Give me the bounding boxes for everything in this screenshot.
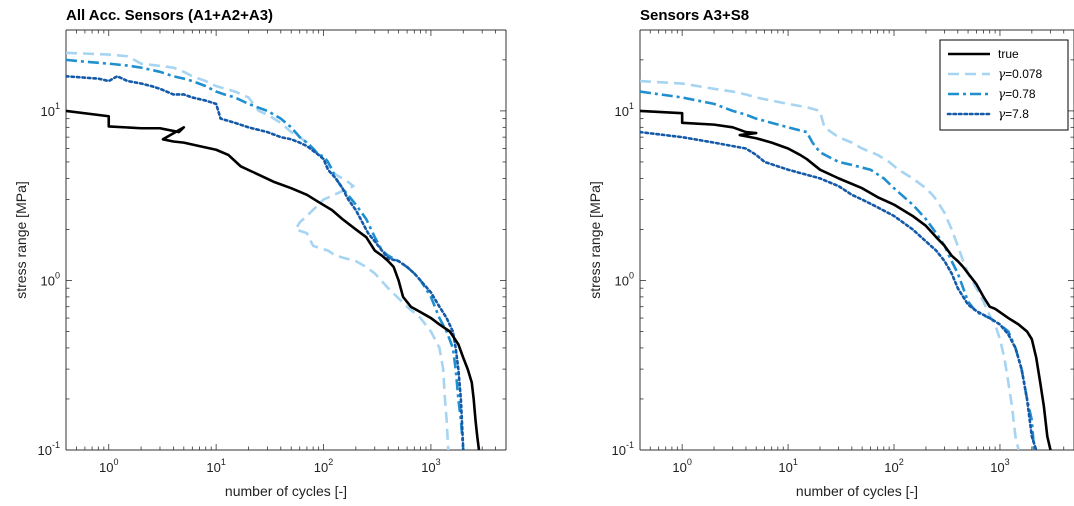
y-axis-label: stress range [MPa] [587, 181, 603, 299]
series-line-true [66, 109, 481, 450]
chart-title: Sensors A3+S8 [640, 7, 749, 24]
plot-frame [639, 29, 1074, 451]
y-tick-label: 10-1 [612, 440, 634, 458]
y-tick-label: 101 [615, 101, 634, 119]
series-lines [66, 51, 481, 450]
series-lines [640, 79, 1052, 450]
x-tick-label: 101 [206, 457, 225, 475]
x-tick-label: 103 [990, 457, 1009, 475]
plot-frame [65, 29, 507, 451]
chart-title: All Acc. Sensors (A1+A2+A3) [66, 7, 273, 24]
y-axis-label: stress range [MPa] [13, 181, 29, 299]
legend-label-g0078: γ=0.078 [998, 67, 1043, 81]
series-line-g78 [640, 130, 1038, 450]
x-tick-label: 102 [314, 457, 333, 475]
series-line-g078 [66, 58, 465, 450]
axis-ticks [65, 29, 507, 451]
chart-panel-2: Sensors A3+S8 100 101 102 103 10-1 100 101 numbe… [587, 7, 1074, 499]
legend-label-true: true [998, 47, 1019, 61]
x-axis-label: number of cycles [-] [225, 483, 347, 499]
legend-label-g78: γ=7.8 [998, 107, 1029, 121]
y-tick-label: 100 [615, 270, 634, 288]
series-line-true [640, 109, 1052, 450]
series-line-g78 [66, 74, 465, 450]
y-tick-label: 100 [41, 270, 60, 288]
axis-ticks [639, 29, 1074, 451]
legend: true γ=0.078 γ=0.78 γ=7.8 [939, 39, 1069, 131]
chart-panel-1: All Acc. Sensors (A1+A2+A3) 100 101 102 103 1… [13, 7, 507, 499]
x-tick-label: 102 [884, 457, 903, 475]
legend-label-g078: γ=0.78 [998, 87, 1036, 101]
series-line-g0078 [66, 51, 450, 450]
series-line-g0078 [640, 79, 1020, 450]
x-tick-label: 103 [421, 457, 440, 475]
x-tick-label: 100 [672, 457, 691, 475]
series-line-g078 [640, 90, 1036, 450]
y-tick-label: 10-1 [38, 440, 60, 458]
x-axis-label: number of cycles [-] [796, 483, 918, 499]
y-tick-label: 101 [41, 101, 60, 119]
x-tick-label: 101 [778, 457, 797, 475]
x-tick-label: 100 [99, 457, 118, 475]
